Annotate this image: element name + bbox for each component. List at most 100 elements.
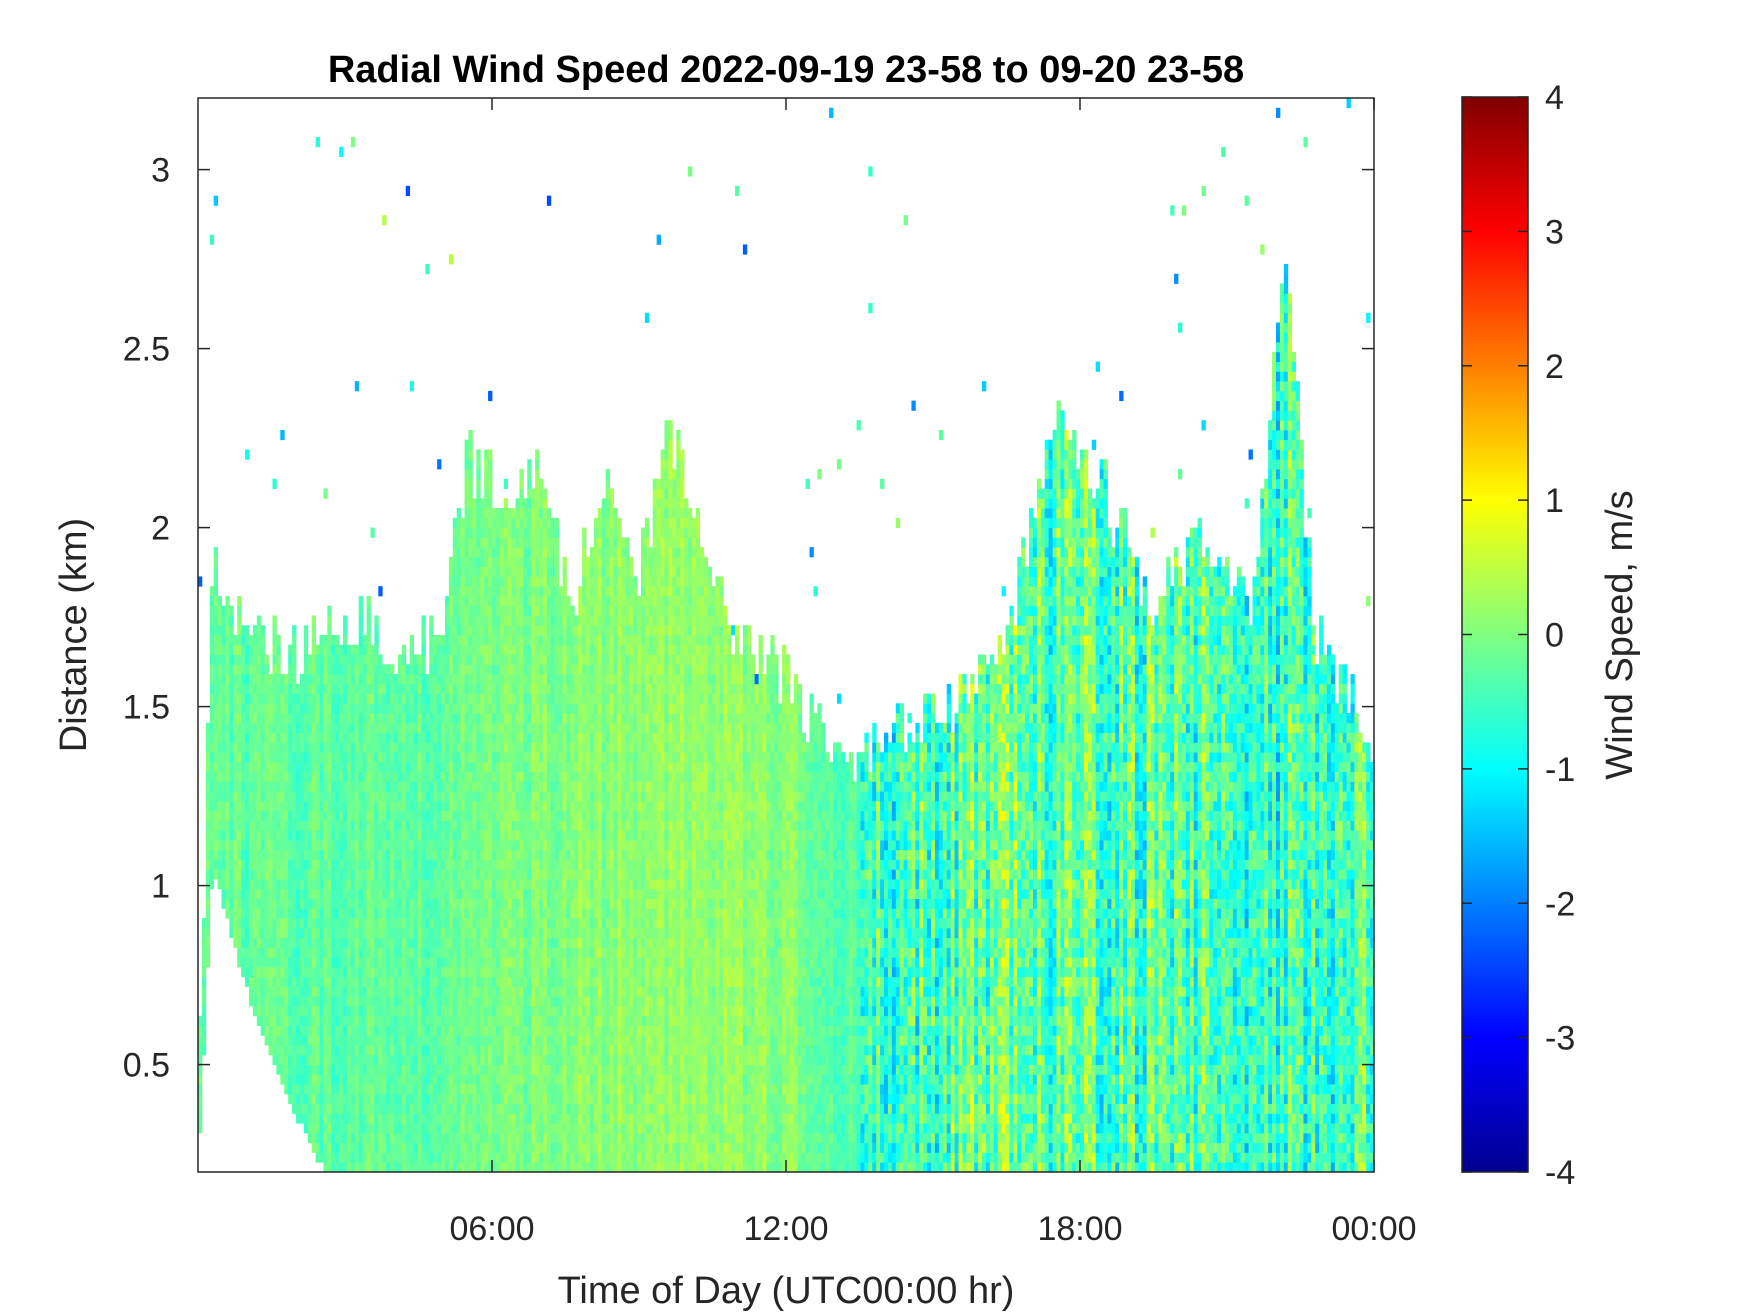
heatmap-cell bbox=[343, 1113, 348, 1124]
heatmap-cell bbox=[448, 800, 454, 812]
heatmap-cell bbox=[382, 732, 387, 743]
heatmap-cell bbox=[335, 937, 340, 948]
heatmap-cell bbox=[499, 1064, 505, 1075]
heatmap-cell bbox=[488, 957, 493, 968]
heatmap-cell bbox=[507, 810, 512, 821]
heatmap-cell bbox=[311, 927, 316, 939]
heatmap-cell bbox=[433, 1006, 438, 1017]
heatmap-cell bbox=[499, 1123, 505, 1134]
heatmap-cell bbox=[256, 957, 262, 968]
heatmap-cell bbox=[401, 683, 407, 694]
heatmap-cell bbox=[480, 908, 485, 919]
heatmap-cell bbox=[492, 537, 497, 548]
heatmap-cell bbox=[499, 635, 505, 646]
heatmap-cell bbox=[331, 1152, 336, 1163]
heatmap-cell bbox=[260, 976, 266, 987]
heatmap-cell bbox=[464, 683, 469, 694]
heatmap-cell bbox=[339, 781, 344, 792]
heatmap-cell bbox=[452, 605, 458, 616]
heatmap-cell bbox=[260, 713, 266, 724]
heatmap-cell bbox=[331, 674, 336, 685]
heatmap-cell bbox=[327, 918, 332, 929]
heatmap-cell bbox=[276, 830, 281, 841]
heatmap-cell bbox=[511, 898, 516, 909]
heatmap-cell bbox=[542, 527, 548, 538]
heatmap-cell bbox=[394, 1142, 399, 1153]
heatmap-cell bbox=[315, 781, 320, 792]
heatmap-cell bbox=[401, 1142, 407, 1153]
heatmap-cell bbox=[452, 693, 458, 704]
heatmap-cell bbox=[550, 1152, 556, 1163]
heatmap-cell bbox=[292, 947, 297, 958]
heatmap-cell bbox=[441, 1025, 446, 1036]
heatmap-cell bbox=[284, 713, 289, 724]
heatmap-cell bbox=[546, 732, 552, 743]
heatmap-cell bbox=[362, 947, 367, 958]
heatmap-cell bbox=[546, 1103, 552, 1114]
heatmap-cell bbox=[311, 918, 316, 929]
heatmap-cell bbox=[484, 586, 489, 597]
heatmap-cell bbox=[217, 771, 222, 782]
heatmap-cell bbox=[296, 703, 301, 714]
heatmap-cell bbox=[488, 625, 493, 636]
heatmap-cell bbox=[476, 791, 481, 802]
heatmap-cell bbox=[464, 508, 469, 519]
heatmap-cell bbox=[370, 732, 375, 743]
heatmap-cell bbox=[492, 664, 497, 675]
heatmap-cell bbox=[531, 488, 536, 499]
heatmap-cell bbox=[327, 605, 332, 616]
heatmap-cell bbox=[488, 898, 493, 909]
heatmap-cell bbox=[464, 781, 469, 792]
heatmap-cell bbox=[311, 1113, 316, 1124]
heatmap-cell bbox=[284, 830, 289, 841]
heatmap-cell bbox=[405, 1015, 411, 1026]
heatmap-cell bbox=[444, 810, 450, 821]
heatmap-cell bbox=[264, 654, 269, 665]
heatmap-cell bbox=[303, 771, 309, 782]
heatmap-cell bbox=[331, 859, 336, 870]
heatmap-cell bbox=[296, 791, 301, 802]
heatmap-cell bbox=[198, 1084, 203, 1095]
heatmap-cell bbox=[205, 752, 211, 763]
heatmap-cell bbox=[507, 752, 512, 763]
heatmap-cell bbox=[354, 908, 360, 919]
heatmap-cell bbox=[495, 556, 501, 568]
heatmap-cell bbox=[394, 1054, 399, 1065]
heatmap-cell bbox=[409, 918, 414, 929]
heatmap-cell bbox=[542, 635, 548, 646]
heatmap-cell bbox=[531, 1123, 536, 1134]
heatmap-cell bbox=[339, 1035, 344, 1046]
heatmap-cell bbox=[531, 683, 536, 694]
heatmap-cell bbox=[542, 498, 548, 509]
heatmap-cell bbox=[378, 996, 383, 1007]
heatmap-cell bbox=[550, 898, 556, 909]
heatmap-cell bbox=[248, 830, 254, 841]
heatmap-cell bbox=[319, 927, 324, 939]
heatmap-cell bbox=[378, 683, 383, 694]
heatmap-cell bbox=[346, 654, 352, 665]
heatmap-cell bbox=[417, 1113, 422, 1124]
heatmap-cell bbox=[378, 1045, 383, 1056]
heatmap-cell bbox=[539, 527, 544, 538]
heatmap-cell bbox=[503, 713, 509, 724]
heatmap-cell bbox=[260, 674, 266, 685]
heatmap-cell bbox=[241, 849, 246, 860]
heatmap-cell bbox=[464, 752, 469, 763]
heatmap-cell bbox=[546, 840, 552, 851]
heatmap-cell bbox=[464, 566, 469, 577]
heatmap-cell bbox=[539, 879, 544, 890]
heatmap-cell bbox=[484, 888, 489, 900]
heatmap-cell bbox=[323, 918, 328, 929]
heatmap-cell bbox=[425, 957, 430, 968]
heatmap-cell bbox=[515, 966, 520, 978]
heatmap-cell bbox=[229, 703, 234, 714]
heatmap-cell bbox=[499, 1152, 505, 1163]
heatmap-cell bbox=[327, 1025, 332, 1036]
heatmap-cell bbox=[495, 722, 501, 734]
heatmap-cell bbox=[366, 635, 371, 646]
heatmap-cell bbox=[441, 1113, 446, 1124]
heatmap-cell bbox=[378, 898, 383, 909]
heatmap-cell bbox=[221, 810, 226, 821]
heatmap-cell bbox=[507, 1035, 512, 1046]
heatmap-cell bbox=[280, 888, 285, 900]
